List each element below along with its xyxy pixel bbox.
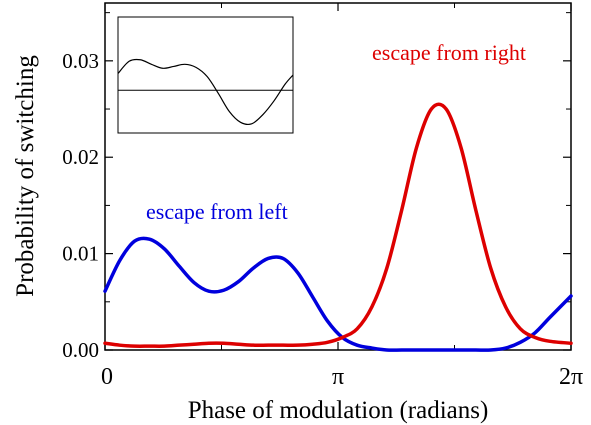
series-line-escape-from-left: [103, 236, 573, 352]
x-tick-label: 0: [101, 364, 113, 390]
x-tick-label: π: [332, 364, 344, 390]
annotation-escape-from-left: escape from left: [146, 199, 288, 224]
inset-curve: [117, 58, 294, 126]
inset-plot: [117, 16, 294, 134]
annotation-escape-from-right: escape from right: [372, 40, 526, 65]
x-ticks: 0 π 2π: [101, 3, 583, 390]
y-axis-label: Probability of switching: [12, 55, 39, 297]
x-tick-label: 2π: [559, 364, 583, 390]
y-tick-label: 0.00: [62, 338, 99, 362]
y-tick-label: 0.02: [62, 145, 99, 169]
y-ticks: 0.00 0.01 0.02 0.03: [62, 12, 571, 362]
series-layer: [103, 102, 573, 352]
y-tick-label: 0.03: [62, 49, 99, 73]
x-axis-label: Phase of modulation (radians): [188, 397, 489, 424]
y-tick-label: 0.01: [62, 242, 99, 266]
series-line-escape-from-right: [103, 102, 573, 348]
